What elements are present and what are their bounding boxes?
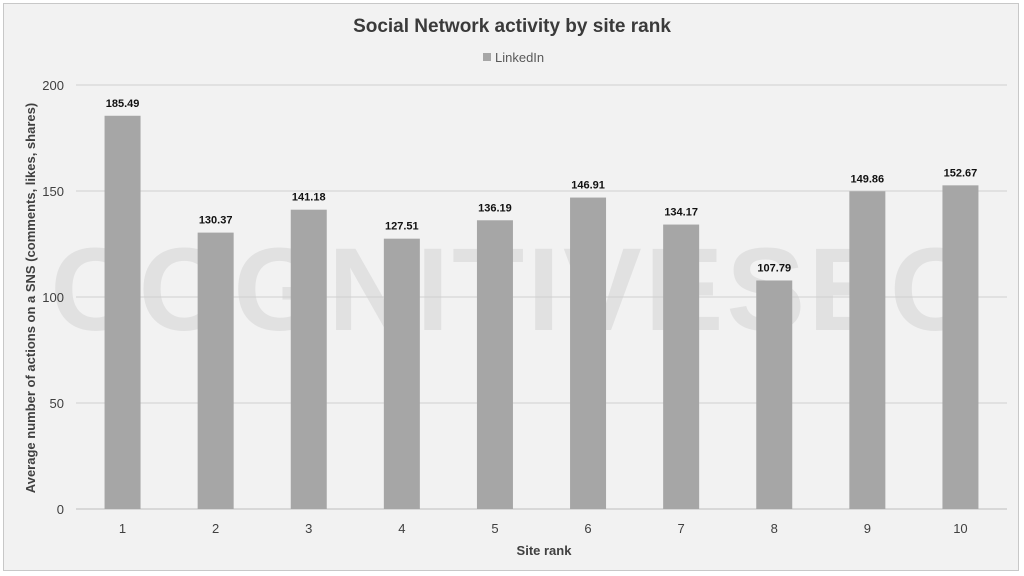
- bar: [756, 280, 793, 509]
- x-tick-label: 3: [305, 521, 312, 536]
- bar: [476, 220, 513, 509]
- bar: [104, 115, 141, 509]
- x-tick-label: 7: [678, 521, 685, 536]
- data-label: 127.51: [385, 221, 419, 233]
- x-tick-label: 6: [584, 521, 591, 536]
- bar: [570, 197, 607, 510]
- x-tick-label: 5: [491, 521, 498, 536]
- data-label: 107.79: [757, 262, 791, 274]
- data-label: 134.17: [664, 207, 698, 219]
- bar: [383, 238, 420, 509]
- y-tick-label: 150: [42, 184, 64, 199]
- data-label: 149.86: [851, 173, 885, 185]
- bar: [942, 185, 979, 509]
- bar: [197, 232, 234, 509]
- bar: [290, 209, 327, 509]
- data-label: 185.49: [106, 98, 140, 110]
- x-tick-label: 1: [119, 521, 126, 536]
- data-label: 141.18: [292, 192, 326, 204]
- y-tick-label: 100: [42, 290, 64, 305]
- data-label: 152.67: [944, 167, 978, 179]
- bar: [663, 224, 700, 509]
- x-tick-label: 10: [953, 521, 967, 536]
- data-label: 136.19: [478, 202, 512, 214]
- x-tick-label: 4: [398, 521, 405, 536]
- x-tick-label: 2: [212, 521, 219, 536]
- bar: [849, 191, 886, 509]
- data-label: 146.91: [571, 180, 605, 192]
- chart-title: Social Network activity by site rank: [353, 16, 671, 37]
- y-tick-label: 200: [42, 78, 64, 93]
- legend: LinkedIn: [483, 50, 544, 65]
- y-tick-label: 0: [57, 502, 64, 517]
- watermark-text: COGNITIVESEO: [50, 224, 984, 356]
- y-axis-title: Average number of actions on a SNS (comm…: [23, 103, 38, 493]
- x-tick-label: 9: [864, 521, 871, 536]
- data-label: 130.37: [199, 215, 233, 227]
- x-axis-title: Site rank: [517, 543, 573, 558]
- legend-swatch: [483, 53, 491, 61]
- x-tick-label: 8: [771, 521, 778, 536]
- y-tick-label: 50: [50, 396, 64, 411]
- legend-label: LinkedIn: [495, 50, 544, 65]
